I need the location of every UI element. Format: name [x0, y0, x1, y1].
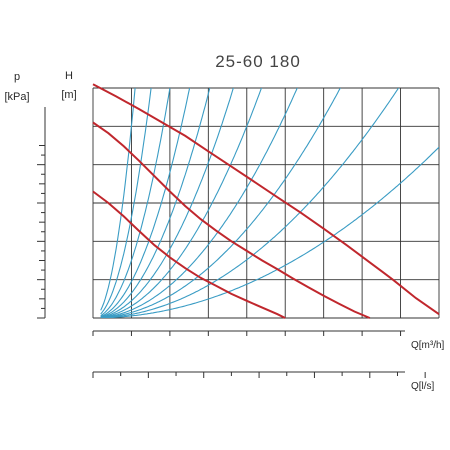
- right-axis-symbol: H: [65, 70, 73, 82]
- system-curve: [100, 88, 211, 318]
- system-curve: [100, 88, 263, 318]
- system-curve: [100, 146, 439, 318]
- axes: [37, 107, 426, 378]
- left-axis-symbol: p: [14, 71, 20, 83]
- system-curve: [100, 88, 234, 318]
- flow-axis-label-m3h: Q[m³/h]: [411, 340, 445, 351]
- grid: [92, 87, 440, 319]
- system-curve: [100, 88, 171, 317]
- pump-curve-2: [92, 121, 371, 319]
- system-curve: [100, 88, 152, 315]
- system-curve: [100, 88, 298, 318]
- pump-curve-3: [92, 83, 440, 316]
- left-axis-unit: [kPa]: [4, 91, 29, 103]
- pump-curves: [92, 83, 440, 319]
- flow-axis-label-ls: Q[l/s]: [411, 381, 435, 392]
- system-curves: [100, 88, 439, 318]
- system-curve: [100, 88, 341, 318]
- right-axis-unit: [m]: [61, 89, 76, 101]
- pump-curve-1: [92, 190, 286, 319]
- chart-title: 25-60 180: [215, 52, 301, 71]
- system-curve: [100, 88, 191, 318]
- system-curve: [100, 88, 400, 318]
- system-curve: [100, 88, 136, 311]
